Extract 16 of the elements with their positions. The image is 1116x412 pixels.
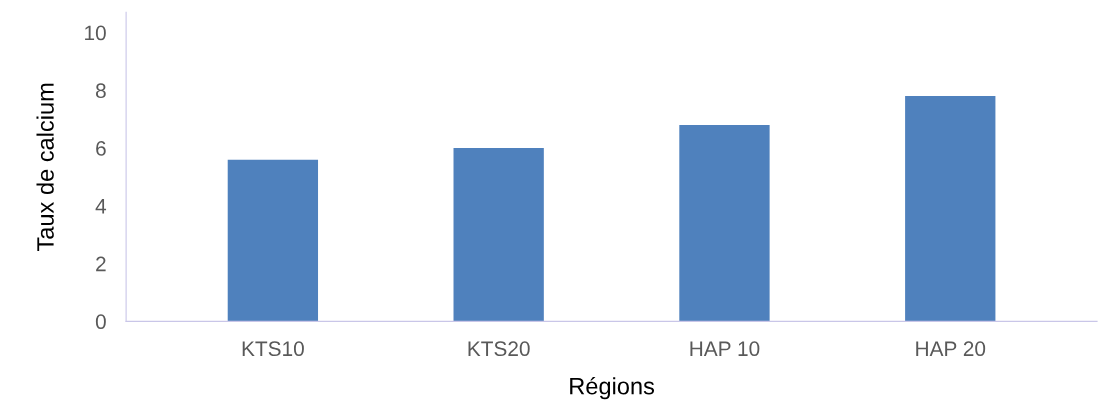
x-tick-label: KTS20 bbox=[468, 341, 530, 357]
y-tick-label: 10 bbox=[85, 25, 106, 41]
y-tick-label: 4 bbox=[95, 199, 107, 214]
bar bbox=[227, 159, 319, 322]
bar bbox=[453, 148, 544, 322]
y-tick-label: 8 bbox=[95, 83, 106, 99]
y-tick-label: 6 bbox=[96, 141, 106, 156]
x-tick-label: HAP 10 bbox=[690, 341, 760, 357]
x-tick-label: HAP 20 bbox=[916, 341, 986, 357]
y-tick-label: 0 bbox=[95, 314, 106, 330]
y-tick-label: 2 bbox=[96, 256, 106, 272]
bar bbox=[679, 124, 770, 322]
y-axis-title: Taux de calcium bbox=[36, 83, 54, 251]
bar bbox=[905, 96, 996, 322]
x-axis-title: Régions bbox=[570, 376, 655, 400]
x-tick-label: KTS10 bbox=[242, 341, 304, 357]
